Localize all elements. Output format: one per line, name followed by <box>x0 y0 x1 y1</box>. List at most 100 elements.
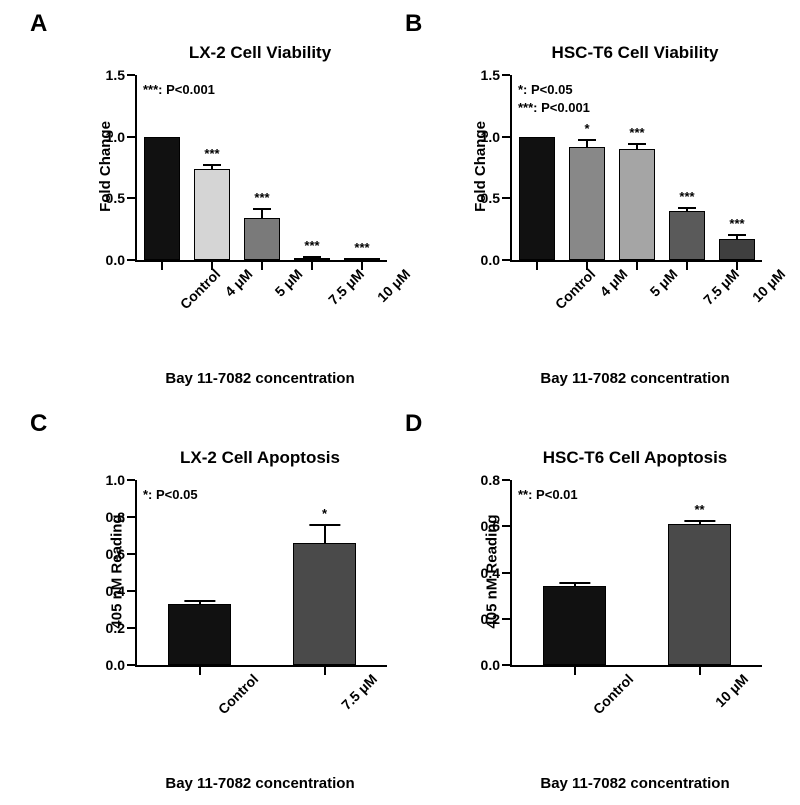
bar <box>669 211 705 260</box>
x-tick <box>736 262 738 270</box>
x-tick <box>574 667 576 675</box>
bar <box>519 137 555 260</box>
x-axis-label: Bay 11-7082 concentration <box>510 370 760 387</box>
y-tick <box>127 259 135 261</box>
x-tick-label: 4 μM <box>222 266 256 300</box>
y-axis-label: 405 nM Reading <box>484 514 501 628</box>
error-cap <box>309 524 340 526</box>
y-tick-label: 1.0 <box>106 472 125 488</box>
bar <box>543 586 606 665</box>
chart-title: LX-2 Cell Viability <box>135 43 385 63</box>
y-tick <box>502 74 510 76</box>
x-tick <box>361 262 363 270</box>
y-tick-label: 0.8 <box>481 472 500 488</box>
y-tick <box>127 590 135 592</box>
y-tick <box>502 479 510 481</box>
plot-area: 0.00.20.40.60.81.0Control*7.5 μM <box>135 480 387 667</box>
y-tick <box>502 664 510 666</box>
y-axis-label: 405 nM Reading <box>109 514 126 628</box>
x-tick <box>324 667 326 675</box>
bar <box>719 239 755 260</box>
y-tick <box>127 74 135 76</box>
x-tick-label: Control <box>214 671 261 718</box>
y-tick-label: 0.0 <box>106 252 125 268</box>
panel-A: ALX-2 Cell Viability0.00.51.01.5Control*… <box>30 10 395 390</box>
significance-label: ** <box>694 502 704 517</box>
x-tick-label: 7.5 μM <box>325 266 367 308</box>
significance-label: *** <box>679 189 694 204</box>
x-tick-label: 5 μM <box>272 266 306 300</box>
x-tick <box>636 262 638 270</box>
error-cap <box>628 143 646 145</box>
bar <box>168 604 231 665</box>
x-tick <box>261 262 263 270</box>
bar <box>619 149 655 260</box>
y-tick <box>127 627 135 629</box>
y-tick <box>502 136 510 138</box>
panel-C: C LX-2 Cell Apoptosis 0.00.20.40.60.81.0Co… <box>30 410 395 790</box>
y-tick <box>127 553 135 555</box>
error-cap <box>684 520 715 522</box>
y-tick-label: 0.0 <box>481 657 500 673</box>
error-cap <box>678 207 696 209</box>
y-tick <box>127 479 135 481</box>
panel-label-D: D <box>405 410 422 438</box>
pvalue-note: ***: P<0.001 <box>143 81 215 99</box>
y-tick-label: 1.5 <box>106 67 125 83</box>
significance-label: *** <box>304 238 319 253</box>
y-tick-label: 0.0 <box>106 657 125 673</box>
x-tick-label: 5 μM <box>647 266 681 300</box>
panel-label-B: B <box>405 10 422 38</box>
error-cap <box>303 256 321 258</box>
y-tick <box>502 525 510 527</box>
y-tick <box>502 572 510 574</box>
bar <box>144 137 180 260</box>
x-tick <box>699 667 701 675</box>
x-tick-label: 4 μM <box>597 266 631 300</box>
x-tick-label: 10 μM <box>749 266 788 305</box>
error-cap <box>253 208 271 210</box>
chart-title: HSC-T6 Cell Apoptosis <box>510 448 760 468</box>
x-axis-label: Bay 11-7082 concentration <box>510 775 760 792</box>
y-tick <box>502 197 510 199</box>
significance-label: * <box>322 506 327 521</box>
x-tick-label: Control <box>177 266 224 313</box>
bar <box>293 543 356 665</box>
y-tick <box>127 664 135 666</box>
x-tick-label: Control <box>552 266 599 313</box>
x-tick <box>199 667 201 675</box>
error-cap <box>728 234 746 236</box>
x-tick-label: 10 μM <box>711 671 750 710</box>
x-tick-label: Control <box>589 671 636 718</box>
bar <box>244 218 280 260</box>
y-tick <box>127 197 135 199</box>
y-tick <box>127 136 135 138</box>
x-axis-label: Bay 11-7082 concentration <box>135 775 385 792</box>
plot-area: 0.00.20.40.60.8Control**10 μM <box>510 480 762 667</box>
error-cap <box>578 139 596 141</box>
x-tick <box>211 262 213 270</box>
error-cap <box>559 582 590 584</box>
x-tick <box>536 262 538 270</box>
x-tick-label: 7.5 μM <box>338 671 380 713</box>
bar <box>569 147 605 260</box>
pvalue-note: *: P<0.05 <box>143 486 198 504</box>
significance-label: *** <box>254 190 269 205</box>
chart-title: LX-2 Cell Apoptosis <box>135 448 385 468</box>
pvalue-note: **: P<0.01 <box>518 486 578 504</box>
chart-title: HSC-T6 Cell Viability <box>510 43 760 63</box>
significance-label: *** <box>204 146 219 161</box>
x-tick-label: 7.5 μM <box>700 266 742 308</box>
error-cap <box>203 164 221 166</box>
bar <box>668 524 731 665</box>
x-tick <box>686 262 688 270</box>
significance-label: *** <box>729 216 744 231</box>
error-cap <box>353 258 371 260</box>
panel-label-C: C <box>30 410 47 438</box>
y-tick-label: 1.5 <box>481 67 500 83</box>
bar <box>194 169 230 260</box>
x-tick <box>586 262 588 270</box>
y-tick <box>502 618 510 620</box>
figure-container: ALX-2 Cell Viability0.00.51.01.5Control*… <box>0 0 800 805</box>
error-bar <box>324 524 326 543</box>
